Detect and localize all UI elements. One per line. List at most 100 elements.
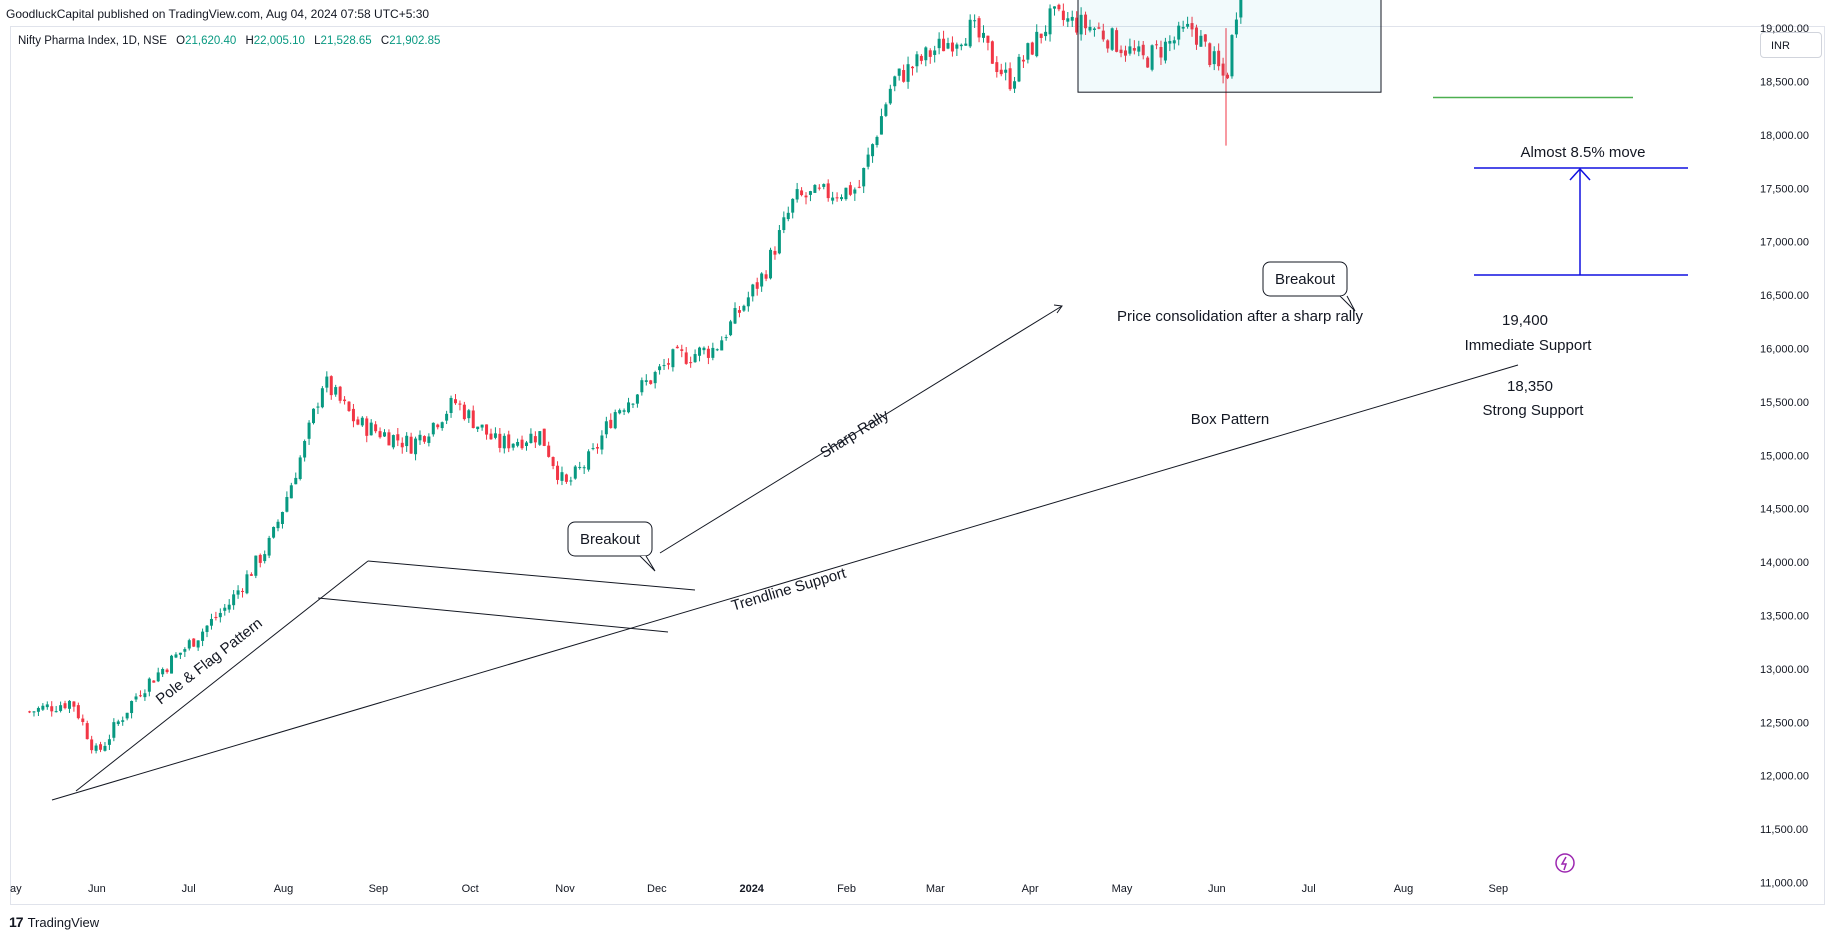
candle xyxy=(1119,45,1123,58)
candle xyxy=(334,384,338,397)
candle xyxy=(272,526,276,539)
candle-body xyxy=(1035,31,1039,57)
candle xyxy=(542,428,546,447)
candle xyxy=(520,435,524,450)
candle-body xyxy=(214,616,218,619)
candle-body xyxy=(569,480,573,482)
candle-body xyxy=(489,433,493,440)
candle xyxy=(613,409,617,430)
candle xyxy=(897,68,901,81)
breakout-label-2: Breakout xyxy=(1275,271,1336,288)
candle-body xyxy=(1212,51,1216,65)
candle xyxy=(1190,16,1194,37)
candle xyxy=(471,405,475,429)
candle-body xyxy=(400,442,404,448)
candle xyxy=(276,519,280,532)
symbol-legend: Nifty Pharma Index, 1D, NSE O21,620.40 H… xyxy=(18,35,440,47)
candle-body xyxy=(436,424,440,428)
candle-body xyxy=(134,696,138,700)
candle-body xyxy=(174,654,178,658)
candle xyxy=(1199,30,1203,47)
candle xyxy=(67,700,71,714)
candle-body xyxy=(742,305,746,311)
candle xyxy=(990,40,994,64)
candle xyxy=(1101,23,1105,42)
legend-close-label: C xyxy=(380,35,390,47)
candle xyxy=(671,348,675,372)
candle-body xyxy=(866,154,870,167)
candle-body xyxy=(573,466,577,479)
candle xyxy=(312,408,316,425)
candle xyxy=(103,742,107,752)
candle xyxy=(875,135,879,148)
candle-body xyxy=(356,419,360,425)
candle-body xyxy=(121,720,125,722)
candle-body xyxy=(54,711,58,713)
candle xyxy=(45,701,49,710)
x-tick-label: ay xyxy=(10,883,22,895)
currency-selector[interactable]: INR xyxy=(1760,32,1822,58)
candle xyxy=(1013,76,1017,94)
candle-body xyxy=(556,465,560,480)
candle xyxy=(742,304,746,312)
candle xyxy=(711,342,715,361)
candle xyxy=(467,408,471,423)
candle xyxy=(866,147,870,170)
candle xyxy=(538,431,542,446)
candle xyxy=(1004,62,1008,81)
tradingview-logo-icon: 17 xyxy=(9,914,24,930)
candle-body xyxy=(769,249,773,279)
chart-frame xyxy=(10,26,1825,905)
candle-body xyxy=(680,349,684,351)
candle-body xyxy=(826,183,830,199)
y-tick-label: 12,000.00 xyxy=(1760,771,1809,783)
candle-body xyxy=(1030,42,1034,55)
candle-body xyxy=(720,340,724,351)
candle xyxy=(1226,72,1230,80)
candle-body xyxy=(595,447,599,449)
candle xyxy=(733,302,737,325)
candle-body xyxy=(604,421,608,435)
candle xyxy=(529,428,533,444)
candle-body xyxy=(684,352,688,364)
candle-body xyxy=(312,408,316,424)
candle-body xyxy=(249,574,253,576)
candle-body xyxy=(977,18,981,38)
candle-body xyxy=(919,55,923,61)
candle xyxy=(560,466,564,486)
annotations-group: Trendline Support Pole & Flag Pattern Shar… xyxy=(51,0,1688,873)
candle xyxy=(937,32,941,55)
candle xyxy=(702,346,706,355)
candle-body xyxy=(1163,41,1167,61)
event-marker-icon xyxy=(1555,853,1575,873)
candle xyxy=(414,436,418,461)
candle xyxy=(462,401,466,421)
candle xyxy=(1128,38,1132,56)
candle xyxy=(107,734,111,750)
legend-high: 22,005.10 xyxy=(253,35,305,47)
candle xyxy=(232,589,236,610)
candle xyxy=(911,65,915,76)
candle xyxy=(125,712,129,721)
candle xyxy=(396,428,400,447)
candle-body xyxy=(1137,46,1141,52)
candle-body xyxy=(99,744,103,750)
candle-body xyxy=(875,136,879,145)
x-tick-label: Nov xyxy=(555,883,575,895)
candle-body xyxy=(50,706,54,712)
candle xyxy=(658,363,662,375)
candle-body xyxy=(476,426,480,430)
candle-body xyxy=(1234,19,1238,35)
candle-body xyxy=(325,376,329,388)
candle xyxy=(289,482,293,499)
candle-body xyxy=(409,436,413,454)
candle-body xyxy=(733,308,737,324)
candle xyxy=(1039,33,1043,44)
tradingview-brand[interactable]: 17 TradingView xyxy=(9,914,99,930)
candle-body xyxy=(999,69,1003,75)
candle xyxy=(698,346,702,362)
candle-body xyxy=(751,284,755,297)
candle xyxy=(174,652,178,659)
legend-symbol[interactable]: Nifty Pharma Index, 1D, NSE xyxy=(18,35,167,47)
